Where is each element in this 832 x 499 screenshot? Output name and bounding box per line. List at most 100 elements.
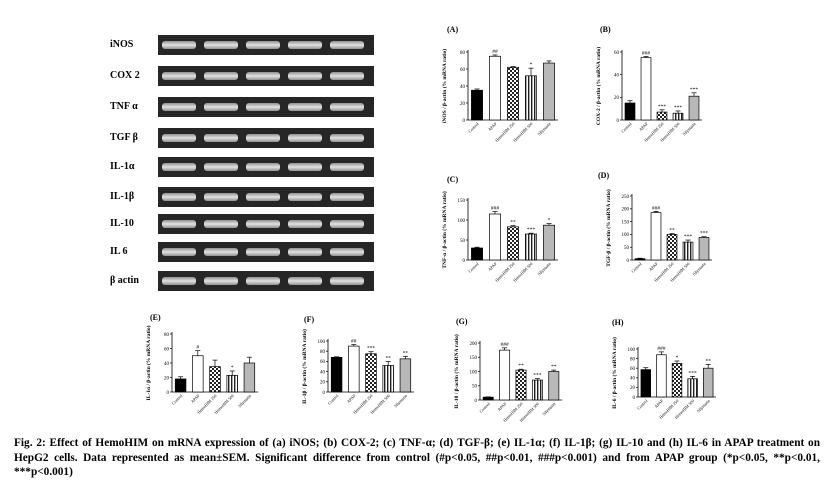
y-tick-label: 0 — [463, 259, 466, 264]
gel-band — [330, 193, 364, 201]
category-label: Silymarin — [393, 393, 409, 409]
gel-band — [246, 134, 280, 142]
gel-band — [204, 41, 238, 49]
y-tick-label: 0 — [323, 391, 326, 396]
bar — [525, 233, 537, 261]
y-tick-label: 100 — [622, 233, 630, 238]
bar — [698, 237, 710, 261]
gel-band — [288, 72, 322, 80]
bar — [365, 353, 377, 393]
gel-band — [246, 193, 280, 201]
gel-band — [162, 220, 196, 228]
y-tick-label: 40 — [164, 362, 170, 367]
gel-row-label: IL-1α — [110, 161, 135, 172]
gel-band — [162, 134, 196, 142]
significance-marker: *** — [688, 370, 697, 376]
category-label: APAP — [346, 393, 357, 404]
y-tick-label: 150 — [622, 220, 630, 225]
panel-label: (H) — [612, 318, 624, 327]
panel-label: (C) — [447, 175, 458, 184]
panel-label: (D) — [598, 171, 609, 180]
category-label: Silymarin — [536, 261, 552, 277]
gel-row-label: COX 2 — [110, 70, 140, 81]
chart-panel: (D) TGF-β / β-actin (% mRNA ratio) 0 50 100 1… — [598, 171, 712, 283]
y-axis-title: TGF-β / β-actin (% mRNA ratio) — [605, 189, 612, 267]
gel-band — [288, 277, 322, 285]
bar — [640, 369, 651, 398]
category-label: Control — [171, 393, 184, 406]
category-label: Silymarin — [691, 261, 707, 277]
y-tick-label: 100 — [470, 370, 478, 375]
bar — [226, 374, 238, 393]
bar — [671, 363, 683, 398]
y-tick-label: 80 — [630, 357, 636, 362]
bar — [672, 112, 684, 121]
significance-marker: *** — [527, 227, 536, 233]
gel-band — [330, 72, 364, 80]
bar — [515, 369, 527, 401]
gel-band — [330, 134, 364, 142]
bar — [489, 55, 501, 121]
y-tick-label: 20 — [630, 386, 636, 391]
bar — [543, 62, 555, 121]
category-label: APAP — [487, 121, 498, 132]
bar — [330, 356, 343, 393]
gel-electrophoresis-panel: iNOS COX 2 TNF α TGF β IL-1α IL-1β IL-10 IL 6 β … — [110, 35, 374, 291]
gel-band — [330, 163, 364, 171]
gel-band — [162, 103, 196, 111]
gel-band — [162, 41, 196, 49]
bar — [656, 354, 667, 398]
y-tick-label: 100 — [628, 348, 636, 353]
y-tick-label: 40 — [630, 377, 636, 382]
chart-panel: (C) TNF-α / β-actin (% mRNA ratio) 0 50 100 1… — [441, 175, 558, 283]
significance-marker: # — [196, 345, 199, 351]
bar — [399, 358, 412, 393]
category-label: Control — [478, 401, 491, 414]
y-axis-title: IL-1α / β-actin (% mRNA ratio) — [145, 325, 152, 400]
bar — [243, 362, 256, 393]
significance-marker: ### — [500, 342, 509, 348]
category-label: APAP — [648, 261, 659, 272]
bar — [471, 89, 483, 121]
category-label: Control — [327, 393, 340, 406]
y-tick-label: 150 — [458, 199, 466, 204]
y-tick-label: 0 — [627, 259, 630, 264]
bar — [624, 102, 636, 121]
category-label: Control — [636, 398, 649, 411]
significance-marker: ** — [705, 358, 711, 364]
category-label: APAP — [638, 121, 649, 132]
y-tick-label: 20 — [320, 381, 326, 386]
gel-band — [330, 220, 364, 228]
y-tick-label: 20 — [164, 376, 170, 381]
y-tick-label: 100 — [318, 340, 326, 345]
y-tick-label: 50 — [460, 239, 466, 244]
gel-row-label: TGF β — [110, 132, 138, 143]
bar — [682, 241, 694, 261]
gel-band — [204, 277, 238, 285]
gel-band — [288, 248, 322, 256]
gel-row-label: β actin — [110, 275, 139, 286]
y-tick-label: 150 — [470, 356, 478, 361]
gel-band — [288, 41, 322, 49]
significance-marker: ### — [491, 206, 500, 212]
bar — [687, 378, 698, 398]
chart-panel: (F) IL-1β / β-actin (% mRNA ratio) 0 20 40 60… — [301, 315, 414, 415]
y-tick-label: 0 — [475, 399, 478, 404]
y-tick-label: 40 — [320, 370, 326, 375]
significance-marker: *** — [674, 105, 683, 111]
category-label: Silymarin — [681, 121, 697, 137]
gel-row-label: IL-1β — [110, 191, 134, 202]
chart-panel: (E) IL-1α / β-actin (% mRNA ratio) 0 20 40 60… — [145, 313, 258, 415]
panel-label: (G) — [456, 317, 468, 326]
bar — [634, 258, 646, 261]
bar — [507, 66, 519, 121]
y-tick-label: 40 — [614, 73, 620, 78]
significance-marker: ** — [385, 355, 391, 361]
bar — [666, 234, 678, 261]
significance-marker: *** — [658, 104, 667, 110]
y-tick-label: 60 — [630, 367, 636, 372]
panel-label: (F) — [304, 315, 315, 324]
bar — [525, 75, 537, 121]
bar — [382, 365, 394, 393]
